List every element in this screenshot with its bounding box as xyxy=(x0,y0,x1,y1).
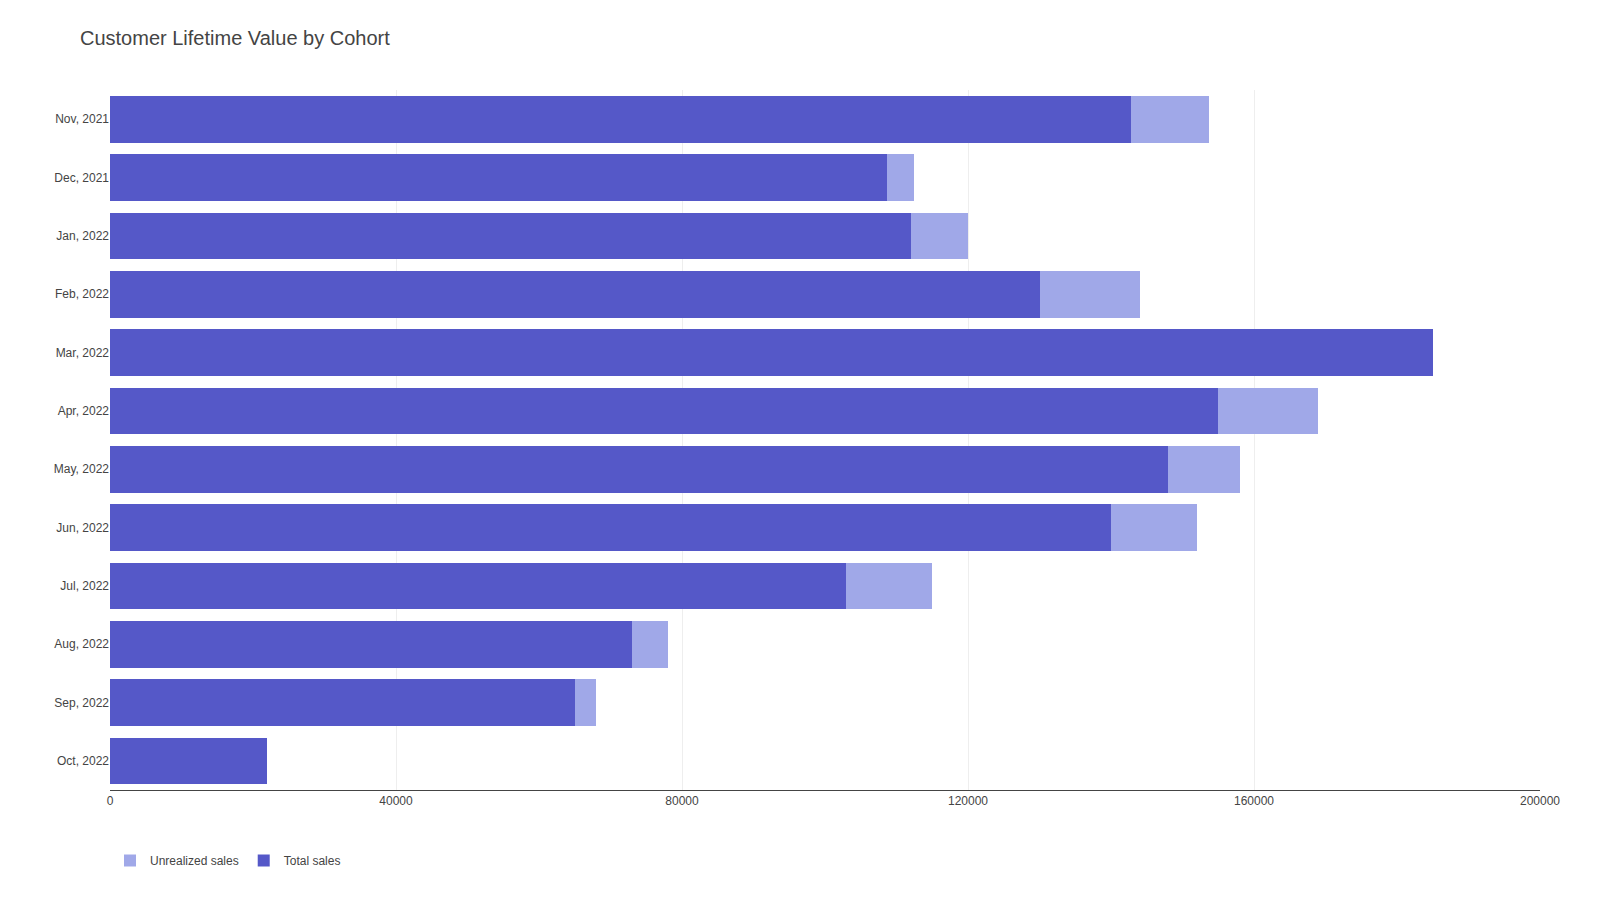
svg-text:0: 0 xyxy=(107,794,114,808)
svg-text:May, 2022: May, 2022 xyxy=(54,462,109,476)
svg-text:Dec, 2021: Dec, 2021 xyxy=(54,171,109,185)
svg-text:Oct, 2022: Oct, 2022 xyxy=(57,754,109,768)
svg-text:Aug, 2022: Aug, 2022 xyxy=(54,637,109,651)
svg-text:120000: 120000 xyxy=(948,794,988,808)
svg-text:Apr, 2022: Apr, 2022 xyxy=(58,404,110,418)
svg-text:Nov, 2021: Nov, 2021 xyxy=(55,112,109,126)
svg-text:Unrealized sales: Unrealized sales xyxy=(150,854,239,868)
svg-text:40000: 40000 xyxy=(379,794,413,808)
svg-text:Jan, 2022: Jan, 2022 xyxy=(56,229,109,243)
svg-text:Jun, 2022: Jun, 2022 xyxy=(56,521,109,535)
svg-text:80000: 80000 xyxy=(665,794,699,808)
svg-text:Feb, 2022: Feb, 2022 xyxy=(55,287,109,301)
svg-text:Total sales: Total sales xyxy=(284,854,341,868)
svg-text:Sep, 2022: Sep, 2022 xyxy=(54,696,109,710)
svg-text:Mar, 2022: Mar, 2022 xyxy=(56,346,110,360)
svg-text:Customer Lifetime Value by Coh: Customer Lifetime Value by Cohort xyxy=(80,27,390,49)
svg-text:200000: 200000 xyxy=(1520,794,1560,808)
svg-text:160000: 160000 xyxy=(1234,794,1274,808)
svg-text:Jul, 2022: Jul, 2022 xyxy=(60,579,109,593)
